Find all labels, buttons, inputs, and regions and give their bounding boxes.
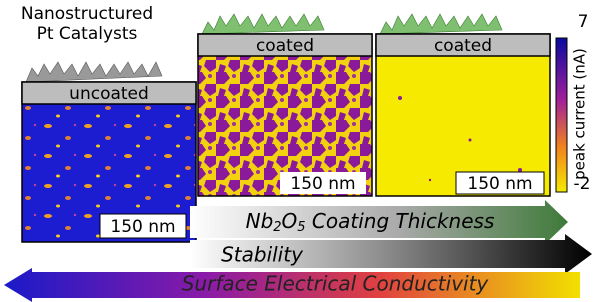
figure: Nanostructured Pt Catalysts uncoated coa… (0, 0, 596, 302)
scale-label: 150 nm (290, 174, 355, 194)
panel-image (198, 34, 372, 196)
scale-label: 150 nm (110, 217, 175, 237)
left-title: Nanostructured Pt Catalysts (21, 4, 153, 44)
title-line: Nanostructured (21, 4, 153, 24)
panel-label: uncoated (69, 84, 149, 104)
scale-label: 150 nm (467, 174, 532, 194)
title-line: Pt Catalysts (37, 24, 138, 44)
catalyst-layer (202, 14, 502, 34)
panel-label: coated (434, 36, 492, 56)
colorbar-label: peak current (nA) (571, 48, 589, 180)
thickness-label: Nb2O5 Coating Thickness (246, 209, 495, 235)
panel-label: coated (256, 36, 314, 56)
colorbar-max: 7 (578, 12, 589, 32)
stability-label: Stability (221, 243, 304, 267)
conductivity-label: Surface Electrical Conductivity (182, 272, 490, 296)
colorbar (556, 38, 567, 192)
catalyst-layer (26, 62, 162, 82)
